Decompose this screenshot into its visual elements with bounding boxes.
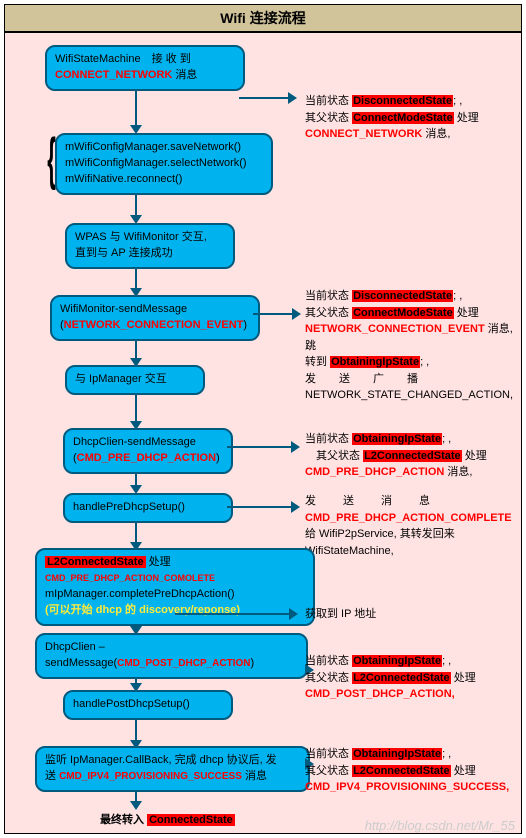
title-bar: Wifi 连接流程 [4, 4, 522, 32]
l1: 监听 IpManager.CallBack, 完成 dhcp 协议后, 发 [45, 754, 277, 766]
note-6: 当前状态 ObtainingIpState; , 其父状态 L2Connecte… [305, 431, 515, 481]
box-callback: 监听 IpManager.CallBack, 完成 dhcp 协议后, 发 送 … [35, 746, 310, 792]
msg: CMD_PRE_DHCP_ACTION [77, 452, 216, 464]
note-ip: 获取到 IP 地址 [305, 606, 515, 623]
l1: handlePostDhcpSetup() [73, 698, 190, 710]
msg: NETWORK_CONNECTION_EVENT [64, 319, 244, 331]
box-dhcp-pre: DhcpClien-sendMessage (CMD_PRE_DHCP_ACTI… [63, 428, 233, 474]
l2: mWifiConfigManager.selectNetwork() [65, 157, 247, 169]
conn-7 [227, 506, 292, 508]
note-1: 当前状态 DisconnectedState; , 其父状态 ConnectMo… [305, 93, 515, 143]
box-config-calls: mWifiConfigManager.saveNetwork() mWifiCo… [55, 133, 273, 195]
l1: WifiStateMachine 接 收 到 [55, 53, 191, 65]
l1: WPAS 与 WifiMonitor 交互, [75, 231, 207, 243]
l2: 直到与 AP 连接成功 [75, 247, 173, 259]
l1: DhcpClien –sendMessage( [45, 641, 117, 669]
note-7: 发 送 消 息 CMD_PRE_DHCP_ACTION_COMPLETE 给 W… [305, 493, 515, 559]
box-wifimonitor: WifiMonitor-sendMessage (NETWORK_CONNECT… [50, 295, 260, 341]
conn-6 [227, 446, 292, 448]
tail: 消息 [172, 69, 197, 81]
flow-canvas: WifiStateMachine 接 收 到 CONNECT_NETWORK 消… [4, 32, 522, 834]
note-11: 当前状态 ObtainingIpState; , 其父状态 L2Connecte… [305, 746, 515, 796]
box-ipmanager: 与 IpManager 交互 [65, 365, 205, 395]
hl: L2ConnectedState [45, 556, 146, 568]
l3: mWifiNative.reconnect() [65, 173, 182, 185]
l1: mWifiConfigManager.saveNetwork() [65, 141, 241, 153]
note-9: 当前状态 ObtainingIpState; , 其父状态 L2Connecte… [305, 653, 515, 703]
l1: handlePreDhcpSetup() [73, 501, 185, 513]
box-handle-pre: handlePreDhcpSetup() [63, 493, 233, 523]
box-handle-post: handlePostDhcpSetup() [63, 690, 233, 720]
watermark: http://blog.csdn.net/Mr_55 [365, 818, 515, 833]
l2: mIpManager.completePreDhcpAction() [45, 588, 235, 600]
conn-1 [239, 97, 289, 99]
box-recv-connect-network: WifiStateMachine 接 收 到 CONNECT_NETWORK 消… [45, 45, 245, 91]
msg: CONNECT_NETWORK [55, 69, 172, 81]
footer: 最终转入 ConnectedState [100, 811, 235, 827]
box-dhcp-post: DhcpClien –sendMessage(CMD_POST_DHCP_ACT… [35, 633, 308, 679]
l1: WifiMonitor-sendMessage [60, 303, 187, 315]
l1: 与 IpManager 交互 [75, 373, 167, 385]
conn-ip [175, 613, 290, 615]
conn-4 [253, 313, 293, 315]
note-4: 当前状态 DisconnectedState; , 其父状态 ConnectMo… [305, 288, 515, 404]
l1: DhcpClien-sendMessage [73, 436, 196, 448]
box-wpas: WPAS 与 WifiMonitor 交互, 直到与 AP 连接成功 [65, 223, 235, 269]
